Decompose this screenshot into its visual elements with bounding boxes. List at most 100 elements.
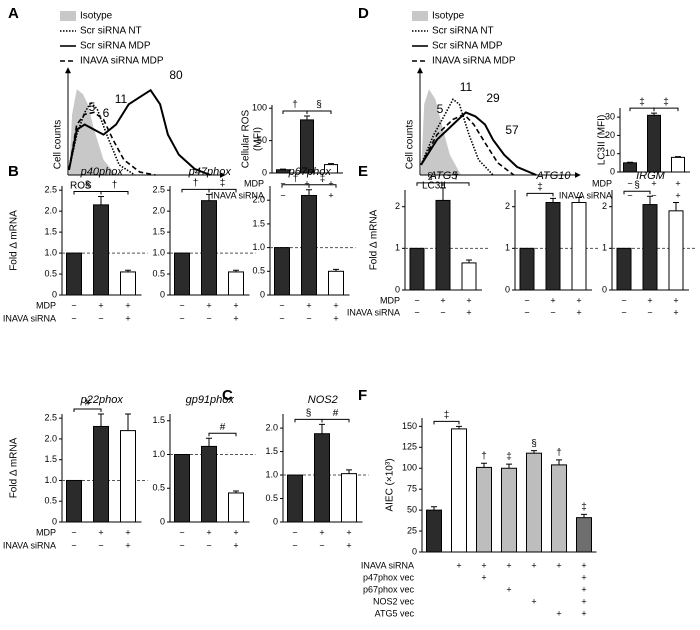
y-tick-label: 0	[505, 284, 510, 294]
error-bar	[233, 490, 239, 493]
bar	[328, 270, 344, 296]
annotation: 29	[486, 91, 500, 105]
condition-mark: −	[71, 540, 76, 550]
y-tick-label: 1.5	[152, 415, 165, 425]
bracket	[629, 107, 655, 112]
panel-label: D	[358, 5, 369, 22]
bar	[287, 474, 303, 523]
condition-mark: −	[319, 540, 324, 550]
significance-label: #	[220, 422, 226, 433]
y-tick-label: 50	[407, 505, 417, 515]
condition-mark: −	[179, 527, 184, 537]
significance-label: †	[453, 172, 459, 183]
bracket	[321, 418, 350, 423]
y-tick-label: 0.5	[44, 268, 57, 278]
y-tick-label: 2.5	[44, 185, 57, 195]
histogram-curve	[68, 88, 211, 176]
y-tick-label: 30	[605, 112, 615, 122]
y-axis-label: Cell counts	[405, 120, 416, 169]
bar	[228, 492, 244, 523]
condition-mark: +	[440, 295, 445, 305]
error-bar	[651, 112, 657, 116]
condition-mark: +	[328, 190, 333, 200]
y-tick-label: 1.5	[44, 226, 57, 236]
chart-title: NOS2	[308, 394, 338, 406]
annotation: 11	[460, 80, 473, 94]
bar	[668, 210, 684, 291]
y-tick-label: 0	[412, 546, 417, 556]
histogram-area	[69, 89, 117, 175]
significance-label: ‡	[444, 410, 450, 421]
bracket	[208, 188, 237, 193]
bar	[642, 204, 658, 291]
bracket	[526, 192, 554, 197]
histogram-curve	[68, 111, 156, 176]
x-axis-label: LC3II	[422, 181, 446, 192]
error-bar	[431, 506, 437, 511]
condition-mark: +	[125, 540, 130, 550]
condition-mark: −	[627, 178, 632, 188]
y-tick-label: 1	[395, 243, 400, 253]
annotation: 11	[115, 92, 128, 106]
y-tick-label: 2	[395, 201, 400, 211]
chart-title: ATG5	[429, 170, 459, 182]
condition-mark: −	[98, 540, 103, 550]
error-bar	[531, 450, 537, 454]
condition-mark: +	[556, 560, 561, 570]
condition-mark: −	[206, 313, 211, 323]
condition-mark: +	[556, 608, 561, 618]
condition-mark: +	[328, 178, 333, 188]
bracket	[623, 190, 651, 195]
condition-mark: +	[673, 295, 678, 305]
condition-mark: −	[414, 295, 419, 305]
condition-mark: +	[647, 295, 652, 305]
bar	[409, 247, 425, 291]
bar	[435, 199, 451, 291]
chart-title: ATG10	[535, 170, 571, 182]
bar	[120, 271, 136, 296]
bar	[545, 202, 561, 291]
condition-mark: +	[550, 295, 555, 305]
error-bar	[125, 269, 131, 272]
bar	[93, 204, 109, 296]
chart-title: p67phox	[288, 166, 332, 178]
annotation: 57	[505, 123, 519, 137]
error-bar	[627, 161, 633, 163]
y-tick-label: 20	[605, 130, 615, 140]
legend-label: Scr siRNA MDP	[432, 41, 503, 52]
annotation: 80	[169, 68, 183, 82]
condition-mark: +	[233, 540, 238, 550]
condition-mark: +	[466, 295, 471, 305]
condition-name: MDP	[592, 178, 612, 188]
error-bar	[673, 202, 679, 211]
condition-mark: +	[481, 572, 486, 582]
significance-label: †	[292, 100, 298, 111]
bar	[201, 200, 217, 296]
condition-mark: −	[279, 300, 284, 310]
condition-mark: +	[531, 596, 536, 606]
condition-mark: +	[576, 307, 581, 317]
significance-label: §	[531, 438, 537, 449]
condition-mark: +	[456, 560, 461, 570]
error-bar	[675, 156, 681, 158]
condition-mark: −	[627, 190, 632, 200]
significance-label: §	[306, 408, 312, 419]
significance-label: †	[293, 173, 299, 184]
bar	[571, 202, 587, 291]
chart-title: p47phox	[188, 166, 232, 178]
y-tick-label: 1.5	[265, 446, 278, 456]
condition-mark: +	[233, 313, 238, 323]
condition-mark: +	[506, 584, 511, 594]
condition-mark: +	[675, 190, 680, 200]
error-bar	[328, 163, 334, 165]
annotation: 5	[437, 102, 444, 116]
bar	[476, 466, 492, 553]
error-bar	[98, 413, 104, 427]
legend-label: Isotype	[432, 11, 465, 22]
condition-mark: +	[306, 300, 311, 310]
condition-mark: −	[621, 307, 626, 317]
significance-label: §	[85, 180, 91, 191]
y-tick-label: 2.0	[44, 433, 57, 443]
condition-mark: +	[576, 295, 581, 305]
significance-label: ‡	[639, 97, 645, 108]
